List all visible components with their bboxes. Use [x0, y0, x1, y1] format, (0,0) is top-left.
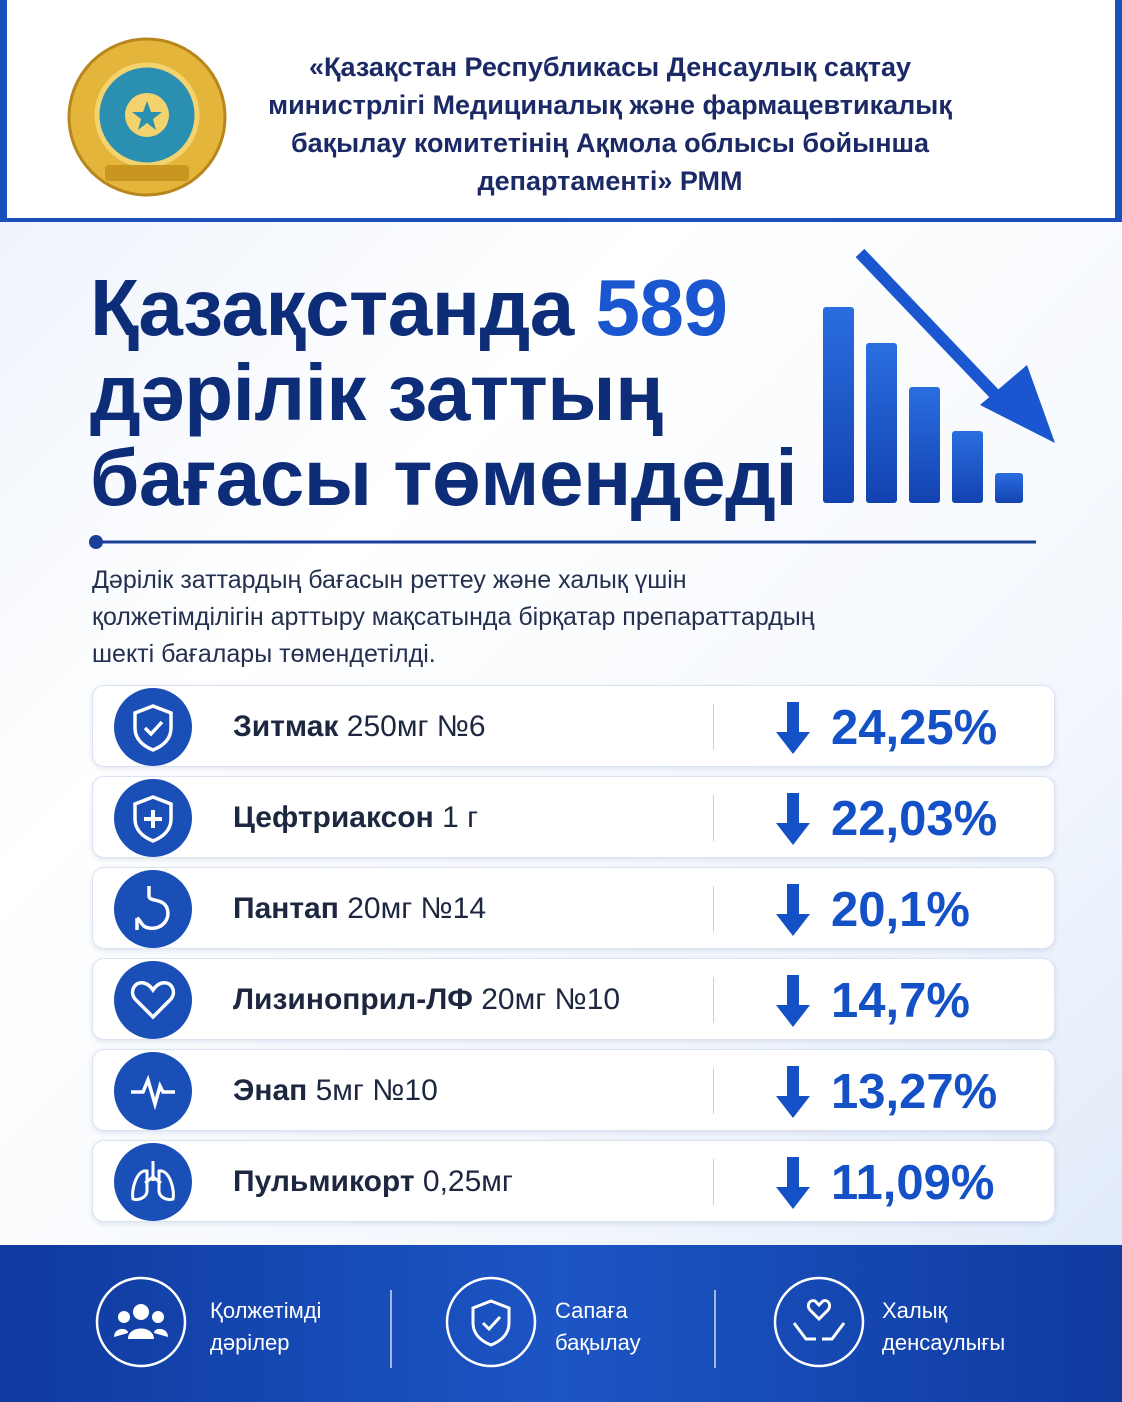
- org-line: департаменті» РММ: [477, 166, 743, 196]
- drug-dose: 250мг №6: [346, 710, 486, 743]
- down-arrow: [776, 702, 810, 754]
- drug-icon: [114, 779, 192, 857]
- emblem: [67, 37, 227, 197]
- org-line: бақылау комитетінің Ақмола облысы бойынш…: [290, 128, 930, 158]
- org-line: министрлігі Медициналық және фармацевтик…: [268, 90, 952, 120]
- drug-name: Зитмак: [233, 710, 339, 743]
- footer: [0, 1245, 1122, 1402]
- description-line: шекті бағалары төмендетілді.: [92, 640, 436, 668]
- footer-divider: [390, 1290, 392, 1368]
- drug-row: Зитмак 250мг №6 24,25%: [92, 685, 1055, 767]
- drug-label: Энап 5мг №10: [233, 1074, 438, 1108]
- drug-dose: 20мг №14: [347, 892, 487, 925]
- row-divider: [713, 795, 714, 841]
- drug-icon: [114, 688, 192, 766]
- frame: [1115, 0, 1122, 222]
- drug-dose: 5мг №10: [315, 1074, 438, 1107]
- drug-row: Энап 5мг №10 13,27%: [92, 1049, 1055, 1131]
- drug-label: Лизиноприл-ЛФ 20мг №10: [233, 983, 620, 1017]
- drug-label: Пульмикорт 0,25мг: [233, 1165, 513, 1199]
- footer-label: дәрілер: [210, 1330, 290, 1355]
- drug-change: 24,25%: [831, 701, 998, 755]
- drug-icon: [114, 1143, 192, 1221]
- drug-change: 20,1%: [831, 883, 970, 937]
- footer-label: Халық: [882, 1298, 948, 1323]
- drug-label: Пантап 20мг №14: [233, 892, 486, 926]
- down-arrow: [776, 884, 810, 936]
- drug-label: Зитмак 250мг №6: [233, 710, 486, 744]
- drug-change: 22,03%: [831, 792, 998, 846]
- footer-label: денсаулығы: [882, 1330, 1006, 1355]
- footer-label: бақылау: [555, 1330, 641, 1355]
- frame: [0, 0, 7, 222]
- drug-row: Цефтриаксон 1 г 22,03%: [92, 776, 1055, 858]
- footer-label: Қолжетімді: [210, 1298, 322, 1323]
- headline-line: дәрілік заттың: [90, 348, 663, 437]
- drug-name: Пульмикорт: [233, 1165, 415, 1198]
- separator: [89, 535, 1036, 549]
- headline-line: Қазақстанда 589: [90, 262, 728, 354]
- footer-label: Сапаға: [555, 1298, 628, 1323]
- headline-line: бағасы төмендеді: [90, 433, 798, 522]
- headline-text: Қазақстанда: [90, 263, 574, 352]
- down-arrow: [776, 975, 810, 1027]
- drug-icon: [114, 1052, 192, 1130]
- drug-dose: 1 г: [442, 801, 479, 834]
- drug-row: Пантап 20мг №14 20,1%: [92, 867, 1055, 949]
- drug-dose: 0,25мг: [422, 1165, 513, 1198]
- drug-icon: [114, 870, 192, 948]
- footer-icon: [773, 1276, 865, 1368]
- footer-icon: [95, 1276, 187, 1368]
- footer-icon: [445, 1276, 537, 1368]
- down-arrow: [776, 1157, 810, 1209]
- row-divider: [713, 704, 714, 750]
- drug-name: Лизиноприл-ЛФ: [233, 983, 473, 1016]
- footer-divider: [714, 1290, 716, 1368]
- drug-name: Цефтриаксон: [233, 801, 434, 834]
- drug-name: Пантап: [233, 892, 339, 925]
- row-divider: [713, 1159, 714, 1205]
- drug-name: Энап: [233, 1074, 308, 1107]
- decline-icon: [823, 248, 1055, 503]
- drug-change: 14,7%: [831, 974, 970, 1028]
- drug-row: Лизиноприл-ЛФ 20мг №10 14,7%: [92, 958, 1055, 1040]
- headline-number: 589: [595, 263, 728, 352]
- drug-change: 11,09%: [831, 1156, 995, 1210]
- description-line: Дәрілік заттардың бағасын реттеу және ха…: [92, 566, 687, 594]
- down-arrow: [776, 1066, 810, 1118]
- drug-icon: [114, 961, 192, 1039]
- drug-label: Цефтриаксон 1 г: [233, 801, 478, 835]
- description-line: қолжетімділігін арттыру мақсатында бірқа…: [92, 603, 815, 631]
- drug-dose: 20мг №10: [481, 983, 621, 1016]
- down-arrow: [776, 793, 810, 845]
- row-divider: [713, 1068, 714, 1114]
- drug-change: 13,27%: [831, 1065, 998, 1119]
- org-line: «Қазақстан Республикасы Денсаулық сақтау: [309, 52, 911, 82]
- row-divider: [713, 977, 714, 1023]
- row-divider: [713, 886, 714, 932]
- drug-row: Пульмикорт 0,25мг 11,09%: [92, 1140, 1055, 1222]
